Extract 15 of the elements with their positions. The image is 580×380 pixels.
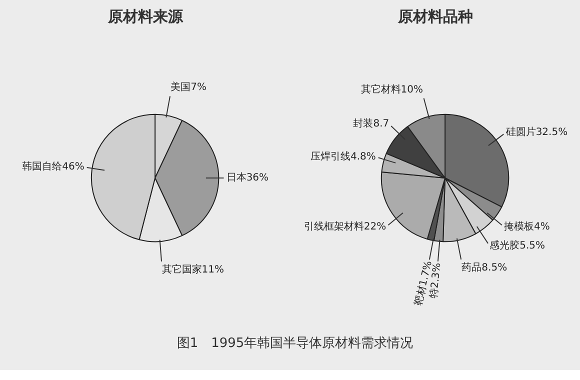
slice-label: 感光胶5.5% (490, 239, 546, 252)
chart-title: 原材料品种 (397, 8, 473, 26)
slice-label: 其它国家11% (162, 264, 224, 276)
slice-label: 封装8.7 (353, 118, 390, 130)
slice-label: 其它材料10% (360, 83, 424, 96)
caption: 图1 1995年韩国半导体原材料需求情况 (176, 335, 414, 353)
slice-label: 掩模板4% (504, 220, 550, 232)
slice-label: 美国7% (170, 81, 206, 94)
slice-label: 压焊引线4.8% (310, 150, 376, 162)
slice-label: 日本36% (226, 172, 269, 184)
chart-title: 原材料来源 (107, 8, 184, 26)
slice-label: 韩国自给46% (22, 160, 84, 173)
slice-label: 引线框架材料22% (304, 220, 386, 232)
slice-label: 硅圆片32.5% (504, 126, 568, 138)
slice-label: 药品8.5% (462, 262, 508, 274)
